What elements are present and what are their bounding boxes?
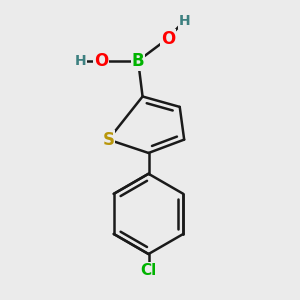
Text: H: H: [74, 54, 86, 68]
Text: H: H: [178, 14, 190, 28]
Text: S: S: [102, 130, 114, 148]
Text: O: O: [94, 52, 108, 70]
Text: Cl: Cl: [140, 263, 157, 278]
Text: B: B: [132, 52, 144, 70]
Text: O: O: [161, 29, 175, 47]
